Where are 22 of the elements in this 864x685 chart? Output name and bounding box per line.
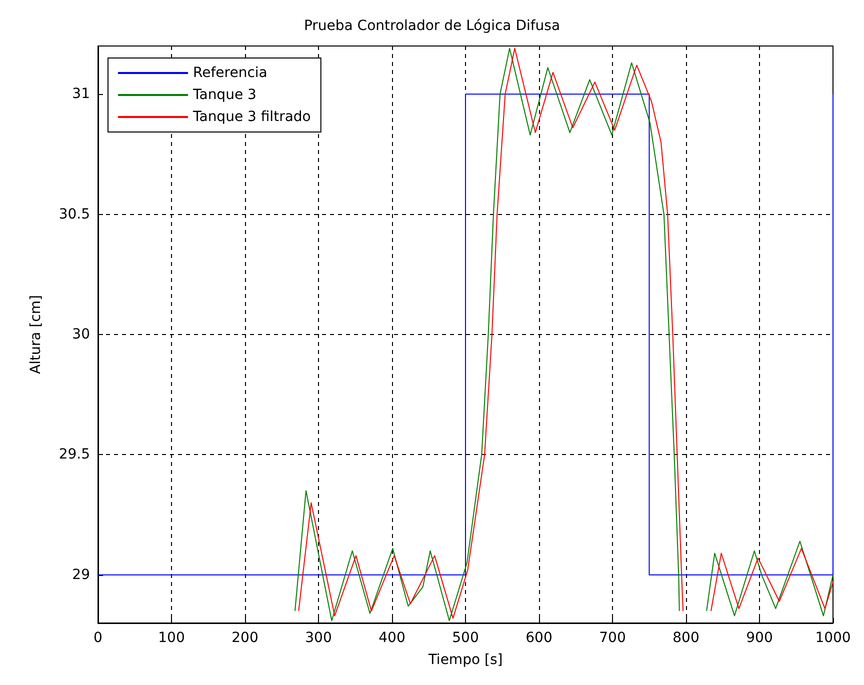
legend-label: Tanque 3 filtrado <box>192 109 311 125</box>
x-tick-label: 100 <box>158 630 185 646</box>
x-tick-label: 0 <box>94 630 102 646</box>
y-tick-label: 30 <box>72 326 90 342</box>
y-axis-title: Altura [cm] <box>28 295 44 374</box>
x-tick-label: 700 <box>599 630 626 646</box>
legend-label: Referencia <box>193 65 268 81</box>
y-tick-label: 29.5 <box>58 446 90 463</box>
y-tick-label: 31 <box>72 86 90 102</box>
x-tick-label: 300 <box>305 630 332 646</box>
x-tick-label: 800 <box>672 630 700 646</box>
x-tick-label: 600 <box>526 630 552 646</box>
legend-label: Tanque 3 <box>192 87 256 103</box>
y-tick-label: 30.5 <box>58 206 90 222</box>
x-tick-label: 1000 <box>815 630 851 646</box>
x-tick-label: 500 <box>452 630 479 646</box>
x-axis-title: Tiempo [s] <box>427 652 503 668</box>
y-tick-label: 29 <box>72 566 90 583</box>
x-tick-label: 400 <box>378 630 406 646</box>
x-tick-label: 900 <box>746 630 773 646</box>
chart-title: Prueba Controlador de Lógica Difusa <box>304 18 560 34</box>
x-tick-label: 200 <box>232 630 258 646</box>
